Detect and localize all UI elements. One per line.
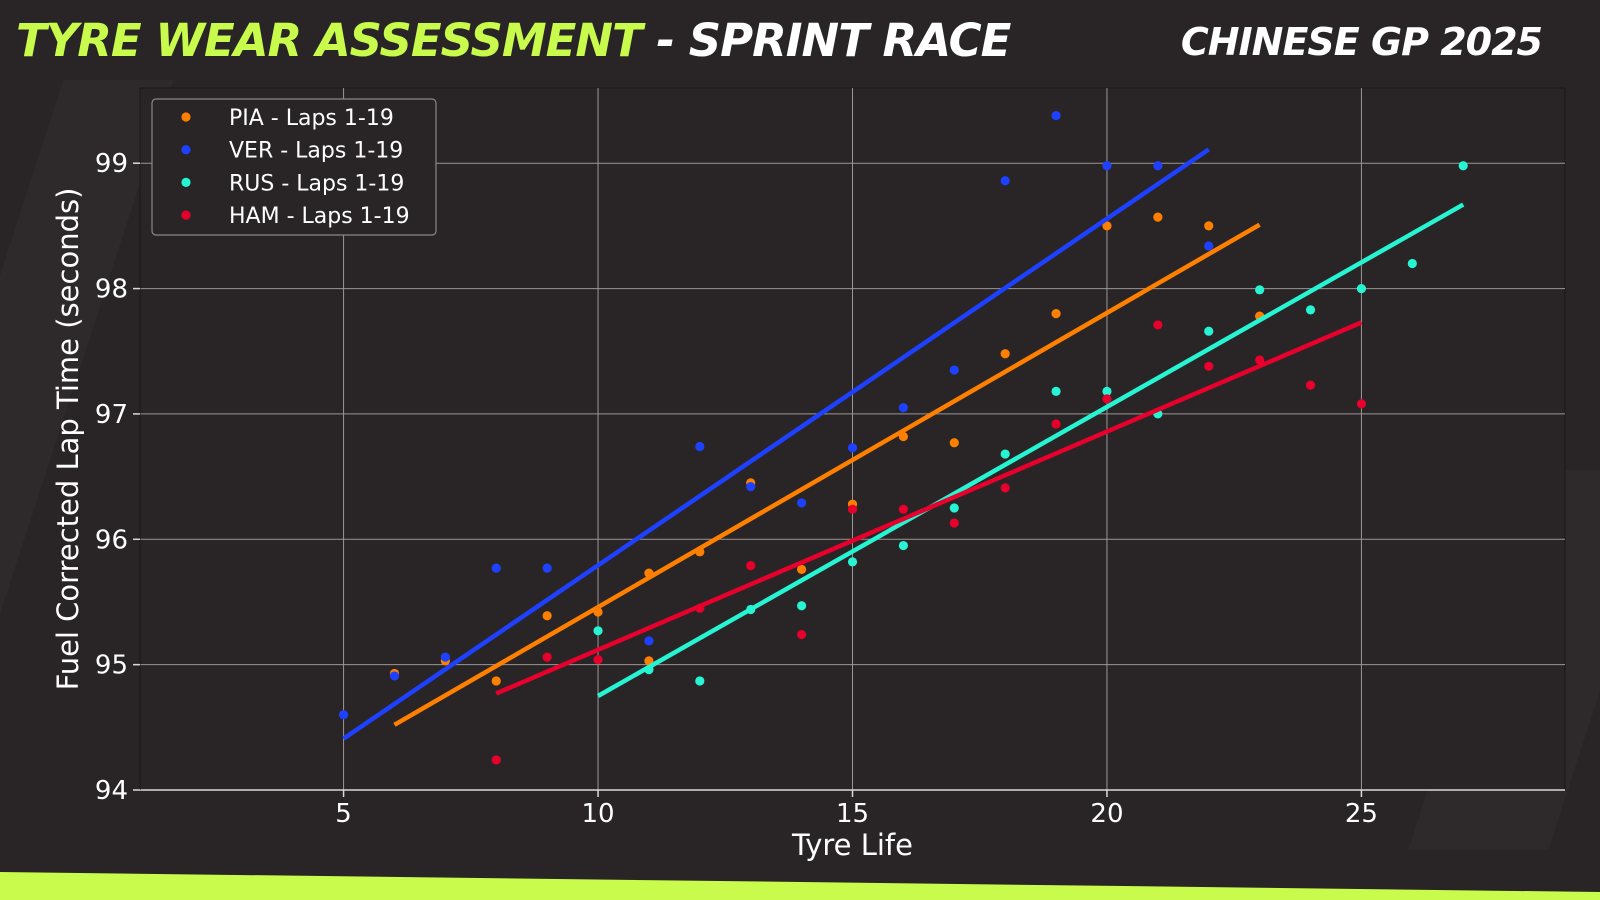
x-tick-label: 15 [836, 799, 869, 829]
x-tick-label: 5 [335, 799, 352, 829]
data-point [1153, 212, 1163, 222]
y-tick-label: 99 [95, 149, 128, 179]
data-point [949, 365, 959, 375]
data-point [1000, 349, 1010, 359]
data-point [847, 443, 858, 453]
data-point [898, 504, 908, 514]
data-point [1102, 386, 1112, 396]
data-point [1305, 380, 1316, 390]
data-point [1000, 483, 1010, 493]
data-point [1102, 394, 1112, 404]
trend-line [342, 147, 1211, 741]
y-tick-label: 98 [95, 275, 128, 305]
data-point [491, 676, 501, 686]
data-point [695, 441, 705, 452]
trend-line [596, 202, 1465, 698]
data-point [1458, 161, 1468, 171]
legend-label: HAM - Laps 1-19 [229, 204, 410, 229]
x-tick-label: 10 [581, 799, 614, 829]
data-point [1051, 386, 1061, 396]
y-tick-label: 96 [95, 525, 128, 555]
data-point [593, 655, 603, 665]
trend-line [495, 320, 1363, 696]
data-point [644, 636, 654, 646]
data-point [1153, 320, 1163, 330]
data-point [1356, 399, 1367, 409]
data-point [1255, 285, 1265, 295]
x-axis-title: Tyre Life [791, 828, 913, 862]
data-point [1305, 305, 1316, 315]
data-point [1407, 258, 1417, 269]
y-axis-title: Fuel Corrected Lap Time (seconds) [51, 188, 85, 691]
data-point [1000, 176, 1010, 186]
legend-label: PIA - Laps 1-19 [229, 106, 394, 131]
event-title: CHINESE GP 2025 [1180, 20, 1543, 64]
data-point [797, 601, 807, 611]
data-point [797, 498, 807, 508]
data-point [1051, 110, 1061, 121]
data-point [338, 710, 349, 720]
x-tick-label: 25 [1345, 799, 1378, 829]
data-point [644, 656, 654, 666]
legend-label: VER - Laps 1-19 [229, 139, 403, 164]
data-point [1000, 449, 1010, 459]
data-point [491, 755, 501, 765]
title-accent-text: TYRE WEAR ASSESSMENT [16, 14, 643, 67]
data-point [1204, 326, 1214, 336]
data-point [1204, 221, 1214, 231]
data-point [847, 504, 858, 514]
legend-marker [181, 210, 191, 220]
legend-frame [151, 98, 437, 236]
data-point [949, 518, 959, 528]
data-point [542, 652, 552, 662]
data-point [1102, 161, 1112, 171]
data-point [847, 557, 858, 567]
data-point [898, 540, 908, 551]
data-point [1102, 221, 1112, 231]
data-point [593, 626, 603, 636]
trend-line [393, 222, 1261, 727]
data-point [440, 652, 450, 662]
data-point [797, 629, 807, 640]
legend-label: RUS - Laps 1-19 [229, 171, 404, 196]
data-point [1051, 309, 1061, 319]
data-point [1356, 283, 1367, 294]
y-tick-label: 97 [95, 400, 128, 430]
data-point [491, 563, 501, 573]
data-point [1204, 241, 1214, 251]
data-point [695, 676, 705, 686]
legend-marker [181, 112, 191, 122]
data-point [542, 611, 552, 621]
data-point [1204, 361, 1214, 371]
legend-marker [181, 145, 191, 155]
title-rest-text: - SPRINT RACE [641, 14, 1011, 67]
page-title: TYRE WEAR ASSESSMENT - SPRINT RACE [16, 14, 1011, 67]
legend: PIA - Laps 1-19 VER - Laps 1-19 RUS - Laps… [151, 98, 437, 236]
data-point [1051, 419, 1061, 429]
data-point [797, 564, 807, 574]
data-point [746, 561, 756, 571]
legend-marker [181, 177, 191, 187]
x-tick-label: 20 [1090, 799, 1123, 829]
data-point [898, 403, 908, 413]
y-tick-label: 94 [95, 776, 128, 806]
series-points [338, 110, 1214, 720]
y-tick-label: 95 [95, 651, 128, 681]
data-point [949, 438, 959, 448]
data-point [746, 482, 756, 492]
data-point [389, 671, 400, 681]
data-point [1255, 355, 1265, 365]
data-point [542, 563, 552, 573]
data-point [1153, 161, 1163, 171]
data-point [949, 503, 959, 513]
